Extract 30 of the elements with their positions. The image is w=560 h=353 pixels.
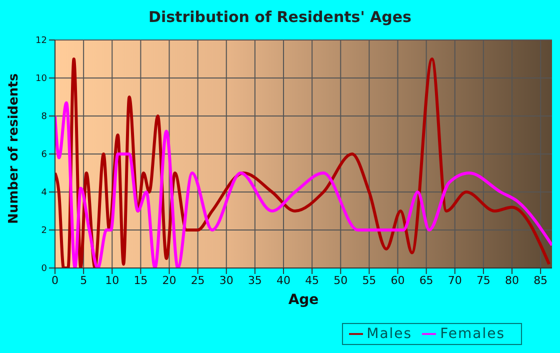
x-tick-label: 65 bbox=[419, 274, 434, 287]
x-tick-label: 15 bbox=[134, 274, 148, 287]
x-axis-title: Age bbox=[288, 292, 319, 308]
x-tick-label: 40 bbox=[276, 274, 291, 287]
y-tick-label: 4 bbox=[41, 188, 48, 198]
y-tick-label: 12 bbox=[36, 36, 47, 46]
y-axis-title: Number of residents bbox=[6, 73, 22, 224]
x-tick-label: 0 bbox=[52, 274, 58, 287]
x-tick-label: 5 bbox=[80, 274, 88, 287]
x-tick-label: 85 bbox=[534, 274, 548, 287]
chart-title: Distribution of Residents' Ages bbox=[148, 8, 412, 26]
x-tick-label: 10 bbox=[105, 274, 120, 287]
y-tick-label: 2 bbox=[41, 226, 47, 236]
x-tick-label: 20 bbox=[162, 274, 176, 287]
x-tick-label: 70 bbox=[448, 274, 462, 287]
x-tick-label: 25 bbox=[190, 274, 205, 287]
y-tick-label: 8 bbox=[41, 112, 48, 122]
x-tick-label: 80 bbox=[505, 274, 520, 287]
x-tick-label: 35 bbox=[248, 274, 262, 287]
x-tick-label: 75 bbox=[476, 274, 490, 287]
y-tick-label: 10 bbox=[36, 74, 48, 84]
x-tick-label: 60 bbox=[390, 274, 405, 287]
x-tick-label: 55 bbox=[362, 274, 376, 287]
x-tick-label: 30 bbox=[219, 274, 234, 287]
y-tick-label: 6 bbox=[41, 150, 48, 160]
x-tick-label: 50 bbox=[334, 274, 348, 287]
legend-label: Females bbox=[440, 326, 505, 342]
legend-label: Males bbox=[366, 326, 412, 342]
y-tick-label: 0 bbox=[41, 264, 48, 274]
x-tick-label: 45 bbox=[305, 274, 320, 287]
